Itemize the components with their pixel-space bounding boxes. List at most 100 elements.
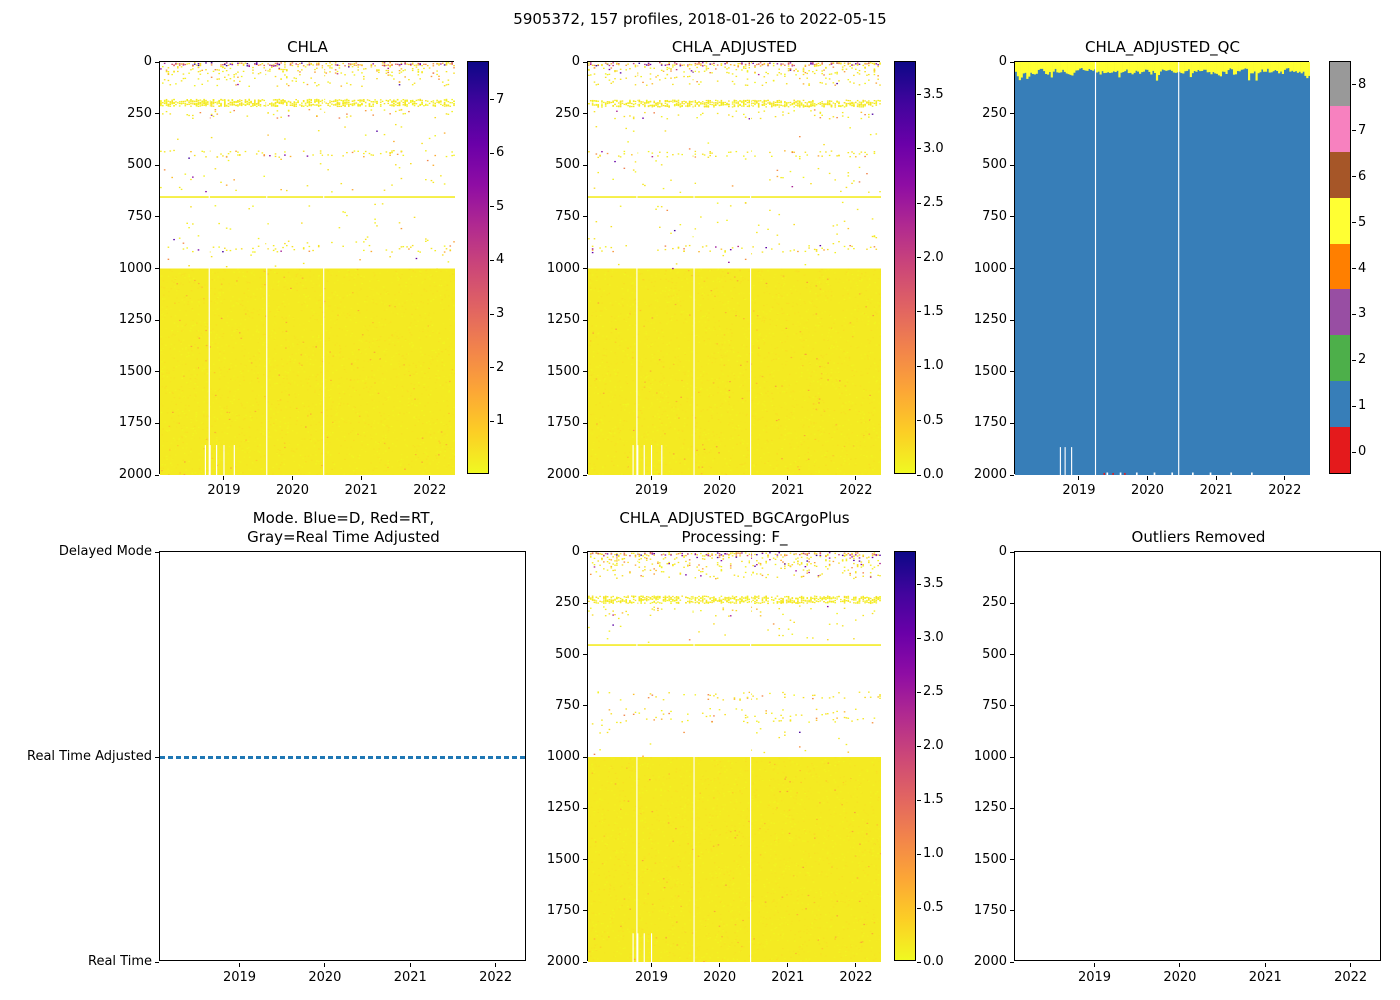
colorbar-tick-mark [917, 148, 921, 150]
y-tick-mark [583, 474, 587, 476]
y-tick-label: 2000 [973, 467, 1007, 482]
x-tick-mark [223, 476, 225, 480]
y-tick-mark [583, 654, 587, 655]
panel-title-bgcargoplus: CHLA_ADJUSTED_BGCArgoPlus Processing: F_ [619, 509, 850, 546]
y-tick-mark [1010, 910, 1014, 912]
y-tick-label: 500 [982, 646, 1007, 662]
qc-colorbar-segment-8 [1330, 62, 1350, 106]
qc-colorbar-segment-1 [1330, 380, 1350, 428]
y-tick-label: Delayed Mode [58, 544, 152, 559]
colorbar-tick-mark [917, 799, 921, 801]
y-tick-mark [1010, 807, 1014, 809]
colorbar-tick-mark [1352, 313, 1356, 315]
y-tick-label: 2000 [546, 467, 580, 482]
x-tick-label: 2019 [222, 970, 257, 985]
colorbar-tick-mark [917, 907, 921, 909]
colorbar-tick-label: 8 [1358, 76, 1367, 92]
y-tick-mark [1010, 654, 1014, 655]
colorbar-tick-mark [917, 583, 921, 585]
colorbar-tick-mark [1352, 222, 1356, 224]
x-tick-mark [1215, 476, 1217, 480]
y-tick-label: Real Time Adjusted [27, 749, 152, 764]
qc-colorbar-segment-3 [1330, 288, 1350, 336]
colorbar-tick-label: 2.0 [923, 738, 944, 754]
colorbar-tick-label: 1.5 [923, 303, 944, 319]
y-tick-mark [1010, 216, 1014, 218]
y-tick-label: 1750 [973, 902, 1007, 918]
y-tick-label: 750 [555, 697, 580, 713]
x-tick-label: 2022 [413, 483, 447, 498]
y-tick-mark [155, 756, 159, 758]
colorbar-tick-label: 1.0 [923, 846, 944, 862]
colorbar-tick-mark [490, 313, 494, 315]
x-tick-mark [650, 476, 652, 480]
y-tick-label: 1250 [118, 312, 152, 328]
y-tick-mark [1010, 961, 1014, 963]
y-tick-label: 2000 [118, 467, 152, 482]
colorbar-tick-label: 4 [496, 252, 505, 268]
y-tick-mark [155, 961, 159, 963]
y-tick-mark [155, 319, 159, 321]
colorbar-tick-label: 3 [1358, 306, 1367, 322]
y-tick-label: 1250 [973, 800, 1007, 816]
colorbar-tick-label: 0.5 [923, 412, 944, 428]
colorbar-tick-mark [917, 420, 921, 422]
x-tick-label: 2020 [308, 970, 342, 985]
colorbar-tick-mark [1352, 84, 1356, 86]
colorbar-tick-label: 4 [1358, 260, 1367, 276]
y-tick-label: 2000 [973, 954, 1007, 969]
panel-title-chla-adjusted: CHLA_ADJUSTED [671, 38, 798, 56]
colorbar-tick-mark [917, 311, 921, 313]
y-tick-mark [155, 61, 159, 63]
y-tick-mark [583, 319, 587, 321]
plot-area-chla-adjusted-qc [1014, 61, 1310, 475]
y-tick-label: 1250 [546, 312, 580, 328]
qc-colorbar-segment-7 [1330, 105, 1350, 152]
y-tick-label: 500 [555, 157, 580, 173]
y-tick-mark [583, 268, 587, 269]
colorbar-tick-mark [917, 637, 921, 639]
y-tick-mark [583, 910, 587, 912]
x-tick-mark [787, 476, 789, 480]
y-tick-label: 1500 [546, 363, 580, 379]
y-tick-mark [583, 216, 587, 218]
y-tick-mark [1010, 268, 1014, 269]
colorbar-tick-label: 3.5 [923, 576, 944, 592]
x-tick-label: 2021 [771, 970, 805, 985]
x-tick-mark [855, 963, 857, 967]
y-tick-mark [1010, 422, 1014, 424]
y-tick-label: 1000 [118, 260, 152, 276]
colorbar-tick-label: 3.0 [923, 630, 944, 646]
y-tick-mark [583, 859, 587, 860]
x-tick-mark [429, 476, 431, 480]
colorbar-chla_adjusted [894, 61, 916, 474]
colorbar-tick-label: 1 [1358, 398, 1367, 414]
real-time-adjusted-line [160, 755, 527, 759]
x-tick-label: 2022 [479, 970, 513, 985]
y-tick-label: 2000 [546, 954, 580, 969]
colorbar-tick-label: 3.5 [923, 86, 944, 102]
y-tick-mark [155, 113, 159, 115]
x-tick-label: 2020 [1163, 970, 1197, 985]
y-tick-mark [1010, 602, 1014, 604]
colorbar-tick-label: 0.0 [923, 467, 944, 482]
y-tick-mark [583, 602, 587, 604]
x-tick-mark [650, 963, 652, 967]
x-tick-label: 2022 [839, 970, 873, 985]
x-tick-mark [324, 963, 326, 967]
x-tick-mark [1078, 476, 1080, 480]
y-tick-label: 0 [998, 54, 1007, 69]
x-tick-mark [239, 963, 241, 967]
y-tick-mark [583, 422, 587, 424]
x-tick-label: 2020 [1130, 483, 1165, 498]
y-tick-label: 250 [555, 105, 580, 121]
x-tick-label: 2021 [771, 483, 805, 498]
x-tick-label: 2021 [393, 970, 427, 985]
y-tick-label: 1000 [546, 260, 580, 276]
plot-area-chla [159, 61, 455, 475]
y-tick-mark [1010, 551, 1014, 553]
colorbar-chla [467, 61, 489, 474]
y-tick-label: 500 [982, 157, 1007, 173]
